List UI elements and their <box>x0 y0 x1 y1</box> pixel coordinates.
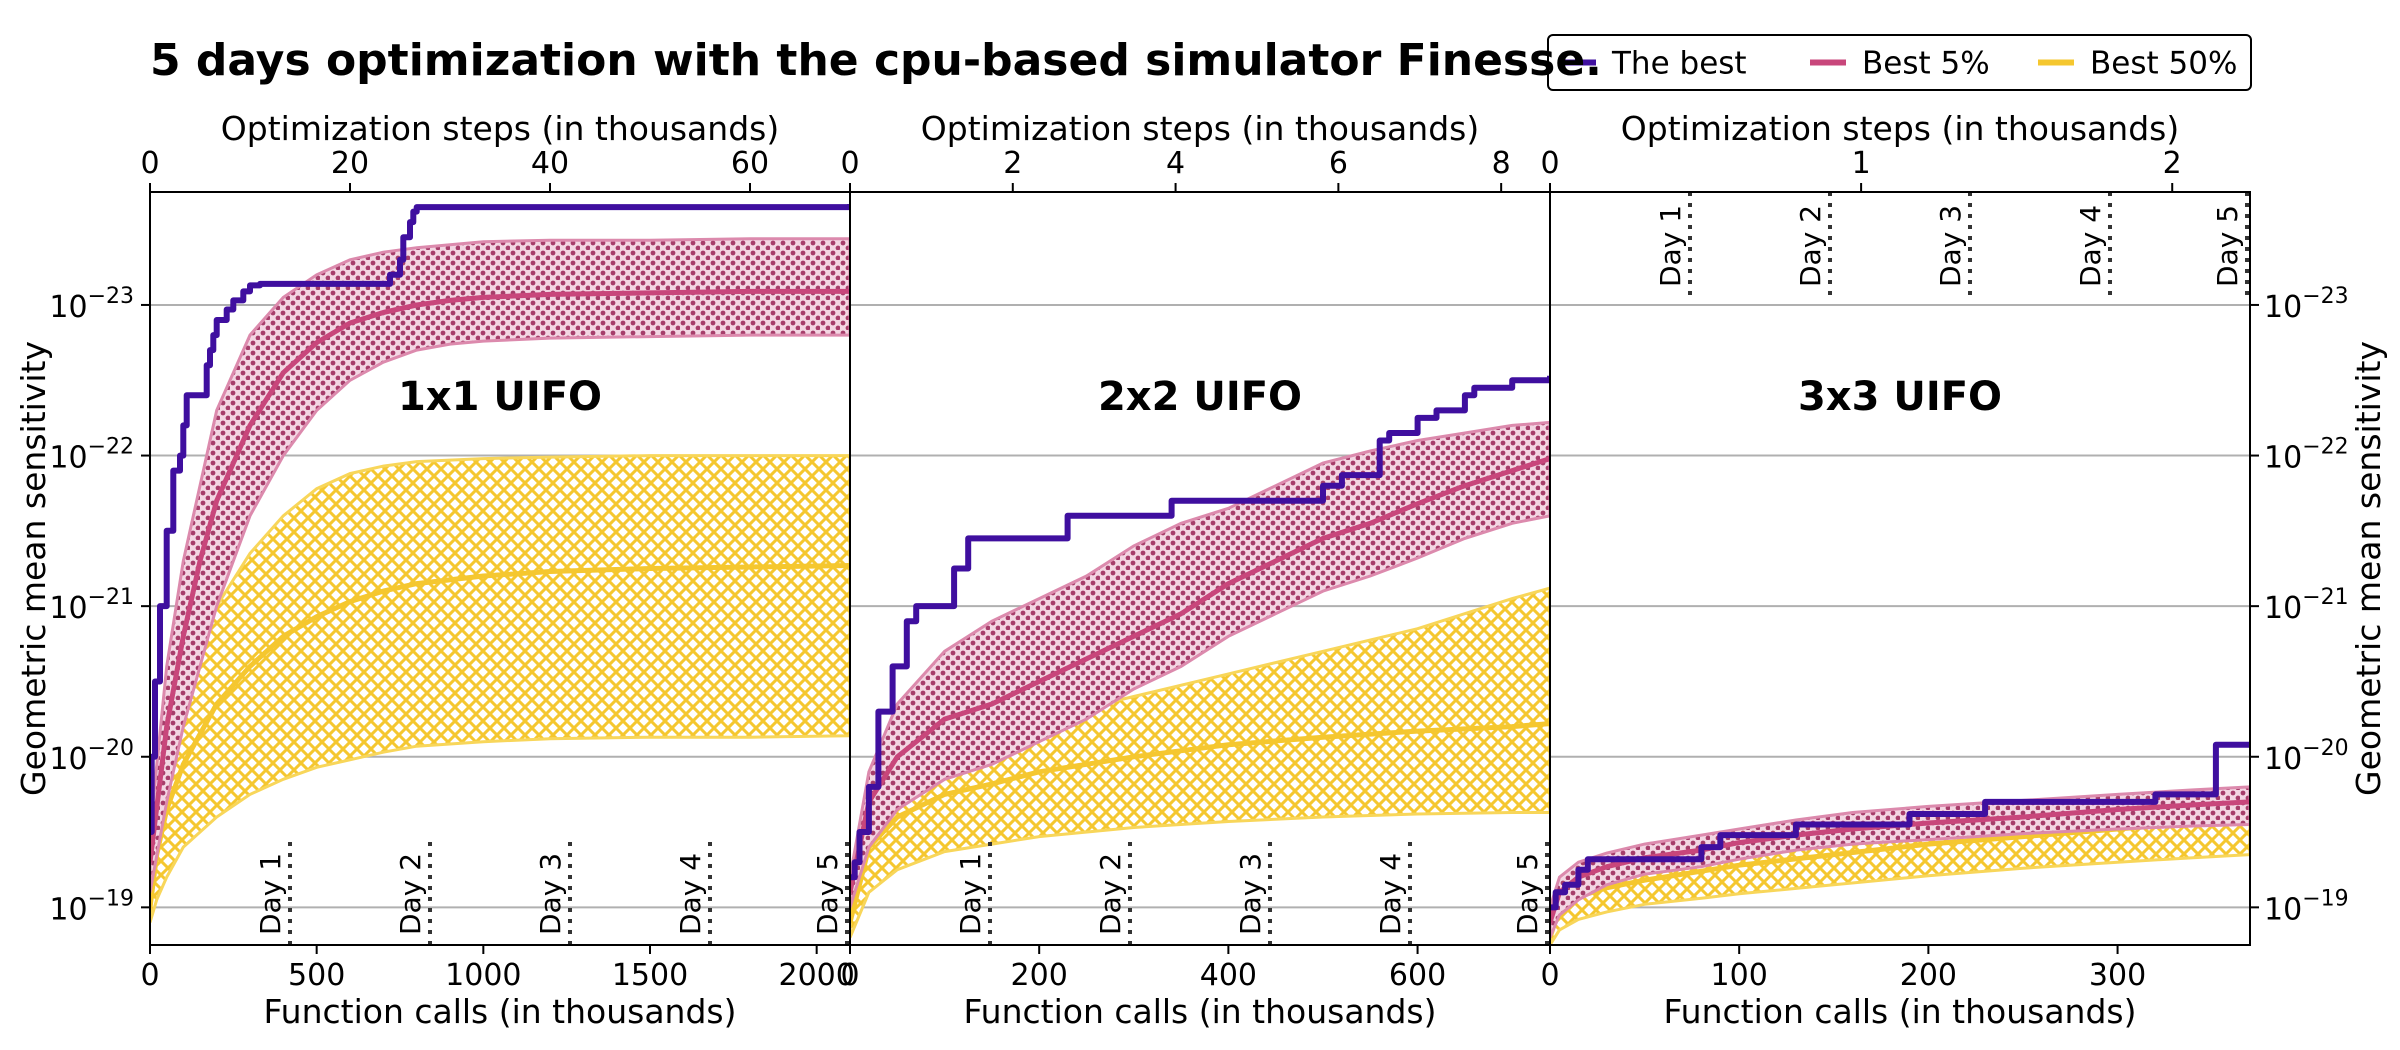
x-tick-label-4: 1500 <box>612 958 688 993</box>
x2-tick-label-2: 1 <box>1852 146 1871 181</box>
x2-tick-label-5: 8 <box>1492 146 1511 181</box>
y-tick-label-3: 10−21 <box>49 585 134 626</box>
x2-axis-title-2: Optimization steps (in thousands) <box>921 109 1479 148</box>
x-tick-label-2: 100 <box>1711 958 1768 993</box>
x2-tick-label-3: 4 <box>1166 146 1185 181</box>
x2-tick-label-4: 6 <box>1329 146 1348 181</box>
x-axis-title-2: Function calls (in thousands) <box>964 992 1437 1031</box>
panel-title-1: 1x1 UIFO <box>398 374 602 420</box>
day-label-4: Day 4 <box>1374 853 1407 935</box>
panel-2: Day 1 Day 2 Day 3 Day 4 Day 5 0 200 400 600 0 2 4 6 8… <box>840 109 1551 1031</box>
panel-frame-3 <box>1549 191 2251 946</box>
day-label-1: Day 1 <box>254 853 287 935</box>
day-label-3: Day 3 <box>1234 853 1267 935</box>
y-tick-label-4: 10−22 <box>49 435 134 476</box>
day-label-1: Day 1 <box>1654 205 1687 287</box>
day-label-2: Day 2 <box>394 853 427 935</box>
best-50-line <box>850 721 1550 924</box>
x-tick-label-2: 500 <box>288 958 345 993</box>
best-5-band <box>150 237 850 893</box>
panel-3: Day 1 Day 2 Day 3 Day 4 Day 5 0 100 200 300 0 1 2 Fu… <box>1540 109 2388 1031</box>
panel-1: Day 1 Day 2 Day 3 Day 4 Day 50 500 1000 1500 200… <box>14 109 855 1031</box>
the-best-line <box>150 204 850 835</box>
day-label-2: Day 2 <box>1094 853 1127 935</box>
x-axis-title-1: Function calls (in thousands) <box>264 992 737 1031</box>
x2-tick-label-1: 0 <box>1540 146 1559 181</box>
x-tick-label-3: 400 <box>1200 958 1257 993</box>
the-best-line <box>1550 741 2250 911</box>
x-tick-label-4: 300 <box>2089 958 2146 993</box>
x-tick-label-3: 1000 <box>445 958 521 993</box>
x-tick-label-2: 200 <box>1011 958 1068 993</box>
x2-tick-label-1: 0 <box>840 146 859 181</box>
day-label-5: Day 5 <box>1511 853 1544 935</box>
plot-area-1 <box>150 204 850 923</box>
figure-title: 5 days optimization with the cpu-based s… <box>150 35 1602 86</box>
y-tick-label-2: 10−20 <box>2264 736 2349 777</box>
legend-label-1: The best <box>1611 46 1747 82</box>
x-tick-label-1: 0 <box>140 958 159 993</box>
y-tick-label-5: 10−23 <box>49 284 134 325</box>
panel-title-2: 2x2 UIFO <box>1098 374 1302 420</box>
y-tick-label-3: 10−21 <box>2264 585 2349 626</box>
plot-area-3 <box>1550 741 2250 945</box>
y-axis-title-1: Geometric mean sensitivity <box>14 341 53 796</box>
x-tick-label-1: 0 <box>1540 958 1559 993</box>
panels-layer: Day 1 Day 2 Day 3 Day 4 Day 50 500 1000 1500 200… <box>14 109 2388 1031</box>
legend-label-2: Best 5% <box>1862 46 1990 82</box>
the-best-line <box>850 375 1550 881</box>
y-tick-label-1: 10−19 <box>2264 886 2349 927</box>
x2-tick-label-4: 60 <box>731 146 769 181</box>
y-axis-title-3: Geometric mean sensitivity <box>2349 341 2388 796</box>
x-tick-label-5: 2000 <box>778 958 854 993</box>
best-50-line <box>150 563 850 908</box>
legend-label-3: Best 50% <box>2090 46 2237 82</box>
x2-tick-label-1: 0 <box>140 146 159 181</box>
best-5-line <box>1550 799 2250 924</box>
x-tick-label-3: 200 <box>1900 958 1957 993</box>
best-5-band <box>850 420 1550 908</box>
x-tick-label-1: 0 <box>840 958 859 993</box>
best-5-band <box>1550 785 2250 939</box>
best-5-line <box>150 288 850 863</box>
day-label-4: Day 4 <box>2074 205 2107 287</box>
panel-title-3: 3x3 UIFO <box>1798 374 2002 420</box>
y-tick-label-5: 10−23 <box>2264 284 2349 325</box>
day-label-2: Day 2 <box>1794 205 1827 287</box>
best-5-line <box>850 456 1550 893</box>
x2-tick-label-2: 2 <box>1003 146 1022 181</box>
x2-tick-label-2: 20 <box>331 146 369 181</box>
x-tick-label-4: 600 <box>1389 958 1446 993</box>
day-label-5: Day 5 <box>2211 205 2244 287</box>
legend-frame <box>1547 34 2252 91</box>
x2-axis-title-3: Optimization steps (in thousands) <box>1621 109 2179 148</box>
y-tick-label-1: 10−19 <box>49 886 134 927</box>
x2-tick-label-3: 40 <box>531 146 569 181</box>
y-tick-label-2: 10−20 <box>49 736 134 777</box>
y-tick-label-4: 10−22 <box>2264 435 2349 476</box>
day-label-1: Day 1 <box>954 853 987 935</box>
x2-tick-label-3: 2 <box>2163 146 2182 181</box>
x2-axis-title-1: Optimization steps (in thousands) <box>221 109 779 148</box>
legend: The best Best 5% Best 50% <box>1547 34 2252 91</box>
day-label-4: Day 4 <box>674 853 707 935</box>
best-50-band <box>150 454 850 923</box>
day-label-3: Day 3 <box>1934 205 1967 287</box>
day-label-5: Day 5 <box>811 853 844 935</box>
day-label-3: Day 3 <box>534 853 567 935</box>
x-axis-title-3: Function calls (in thousands) <box>1664 992 2137 1031</box>
